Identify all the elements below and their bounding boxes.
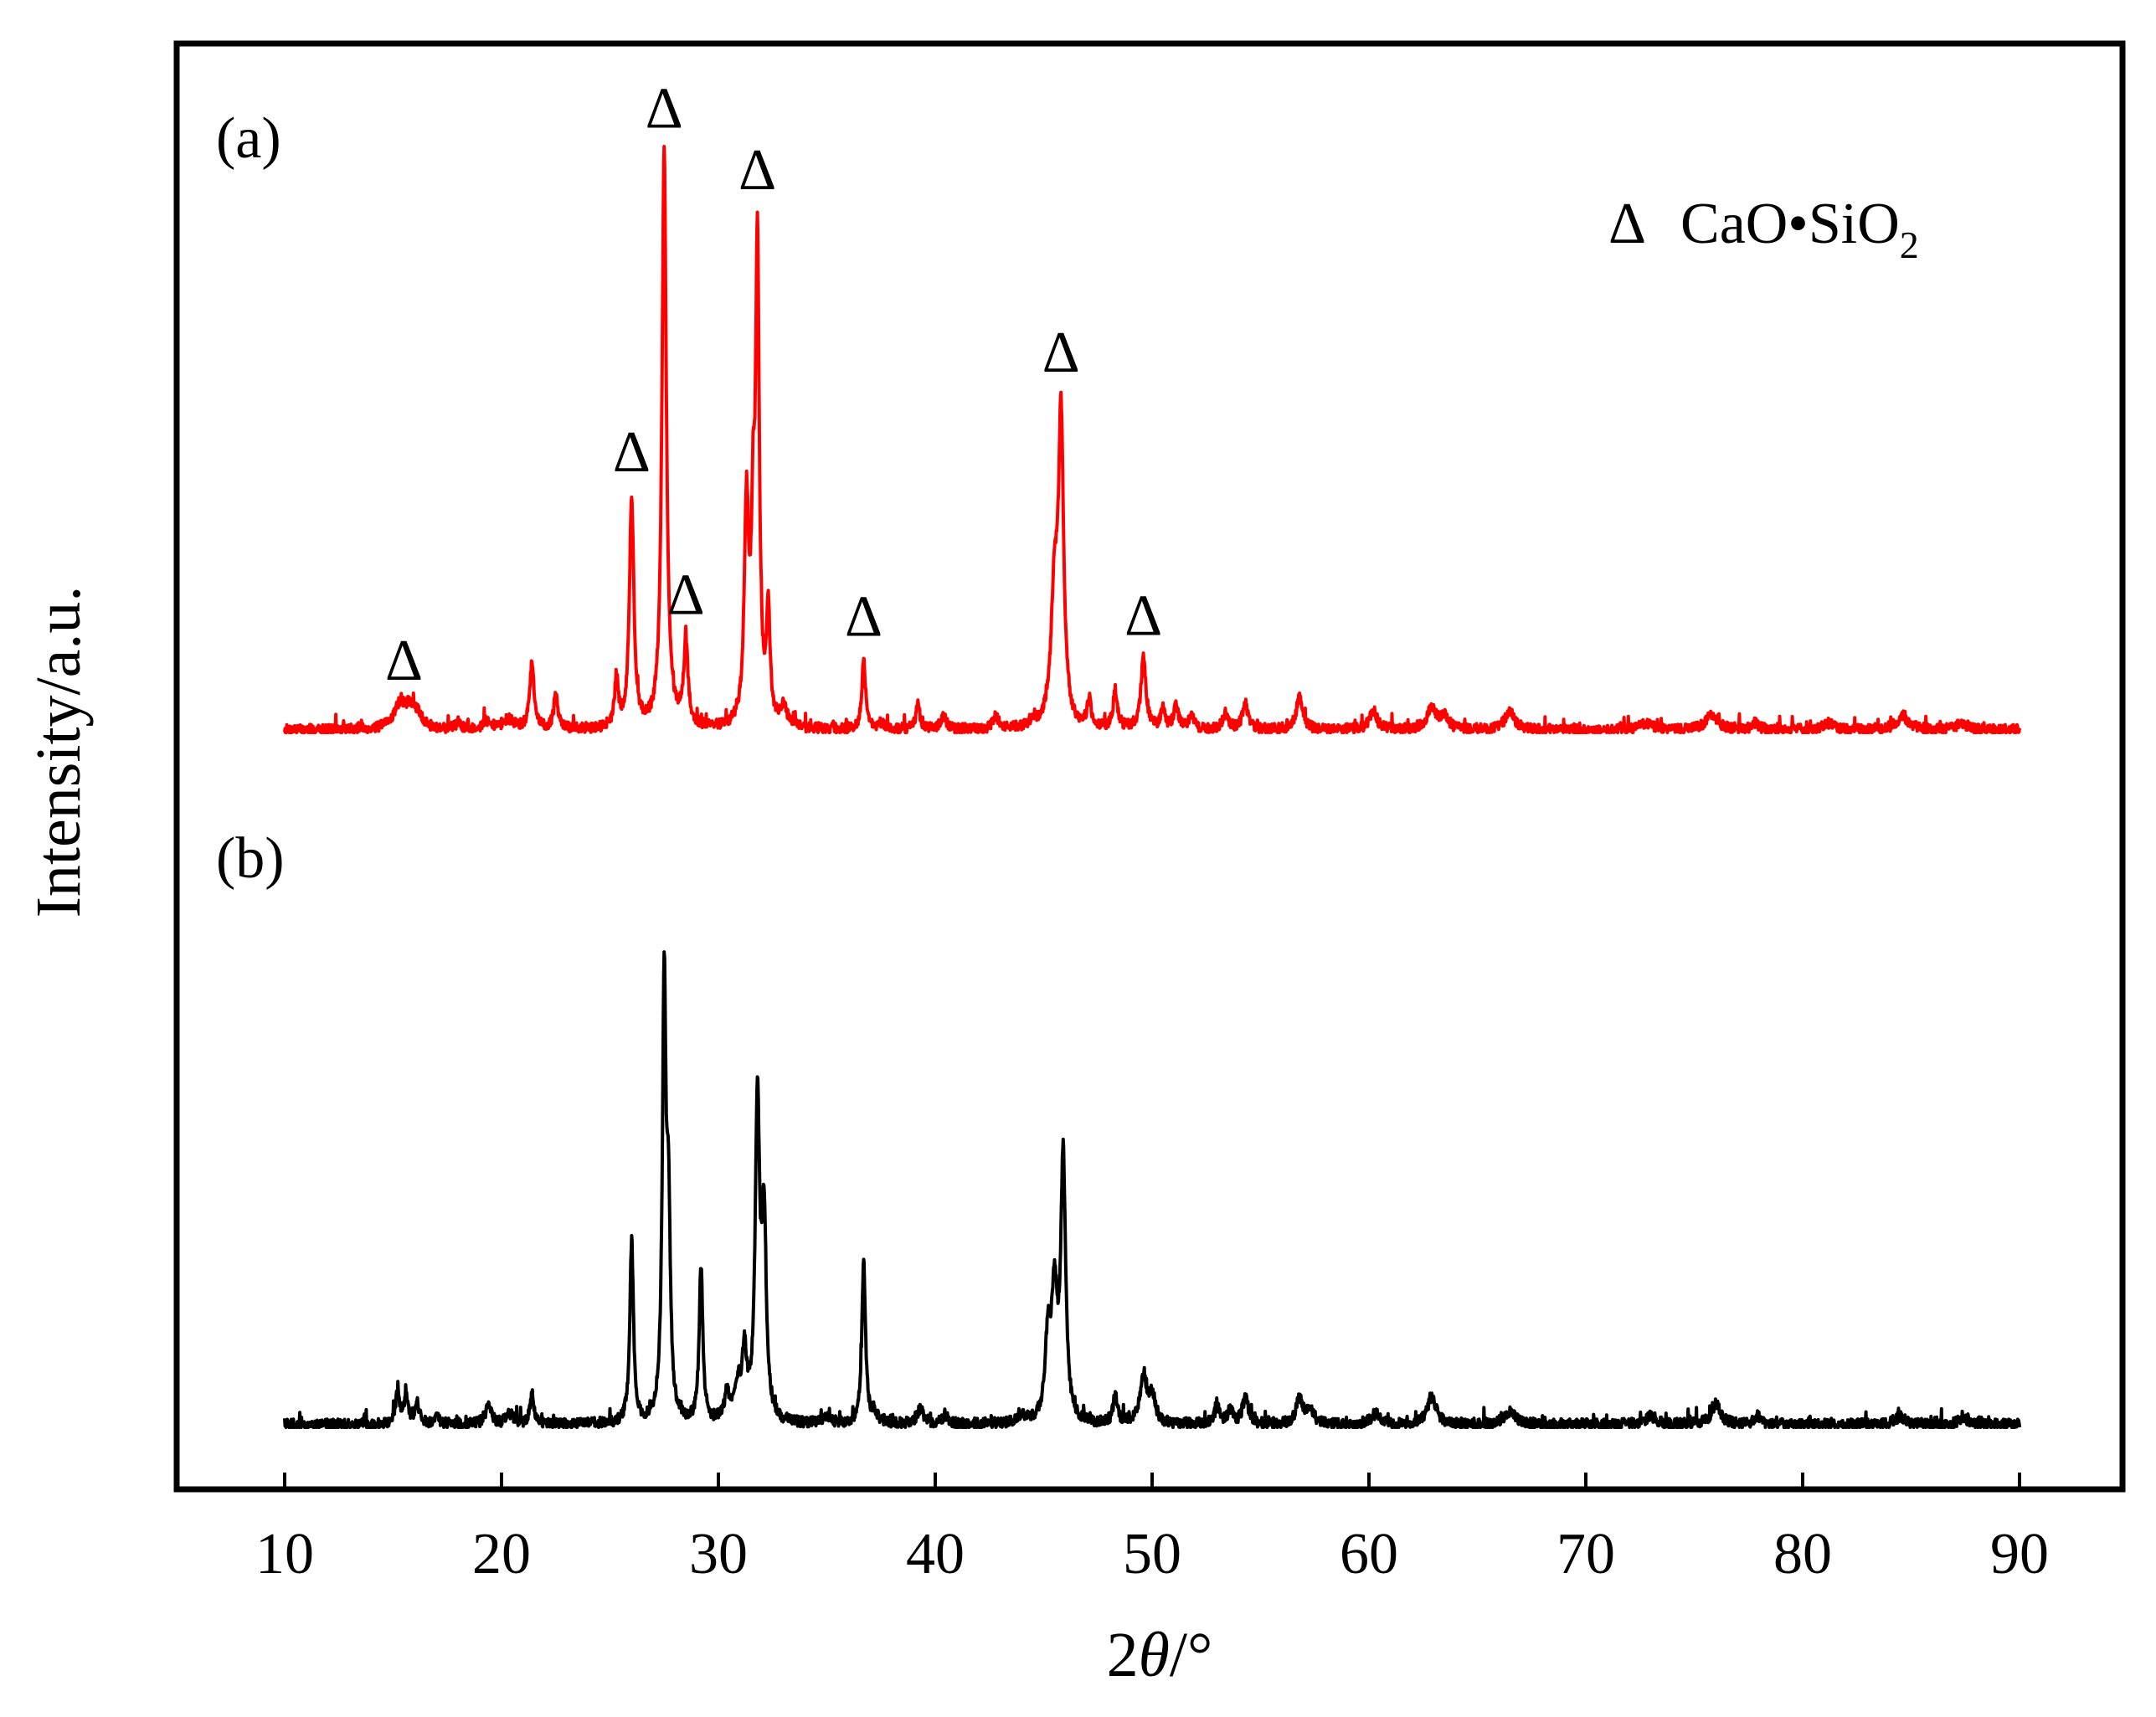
series-line-b [283,950,2021,1429]
legend: Δ CaO•SiO2 [1608,192,1919,266]
legend-label-sub: 2 [1900,224,1919,266]
panel-label-a: (a) [216,106,281,171]
phase-marker-triangle-icon: Δ [738,138,776,203]
series-lines [283,145,2021,1429]
y-axis-label: Intensity/a.u. [23,586,94,918]
x-tick-label-20: 20 [472,1522,531,1586]
phase-marker-triangle-icon: Δ [1042,321,1080,385]
legend-triangle-icon: Δ [1608,192,1646,256]
x-axis-label-theta: θ [1139,1620,1170,1690]
x-tick-label-90: 90 [1990,1522,2049,1586]
x-tick-label-60: 60 [1340,1522,1398,1586]
legend-label: CaO•SiO2 [1680,192,1919,266]
phase-marker-triangle-icon: Δ [613,420,651,485]
series-line-a [283,145,2021,734]
x-axis-label-suffix: /° [1170,1620,1213,1690]
x-tick-label-80: 80 [1773,1522,1832,1586]
x-axis-label-prefix: 2 [1107,1620,1139,1690]
x-axis-label: 2θ/° [1107,1620,1213,1690]
phase-marker-triangle-icon: Δ [1124,584,1162,649]
legend-label-main: CaO•SiO [1680,192,1900,256]
phase-marker-triangle-icon: Δ [845,584,882,649]
x-tick-label-50: 50 [1123,1522,1181,1586]
phase-marker-triangle-icon: Δ [646,76,683,141]
x-tick-label-30: 30 [689,1522,748,1586]
x-axis: 10 20 30 40 50 60 70 80 90 [255,1473,2049,1586]
x-tick-label-70: 70 [1557,1522,1615,1586]
phase-marker-triangle-icon: Δ [667,563,705,628]
x-tick-label-10: 10 [255,1522,314,1586]
x-tick-label-40: 40 [906,1522,965,1586]
phase-marker-triangle-icon: Δ [385,629,423,693]
panel-label-b: (b) [216,826,285,891]
plot-frame [173,40,2126,1493]
